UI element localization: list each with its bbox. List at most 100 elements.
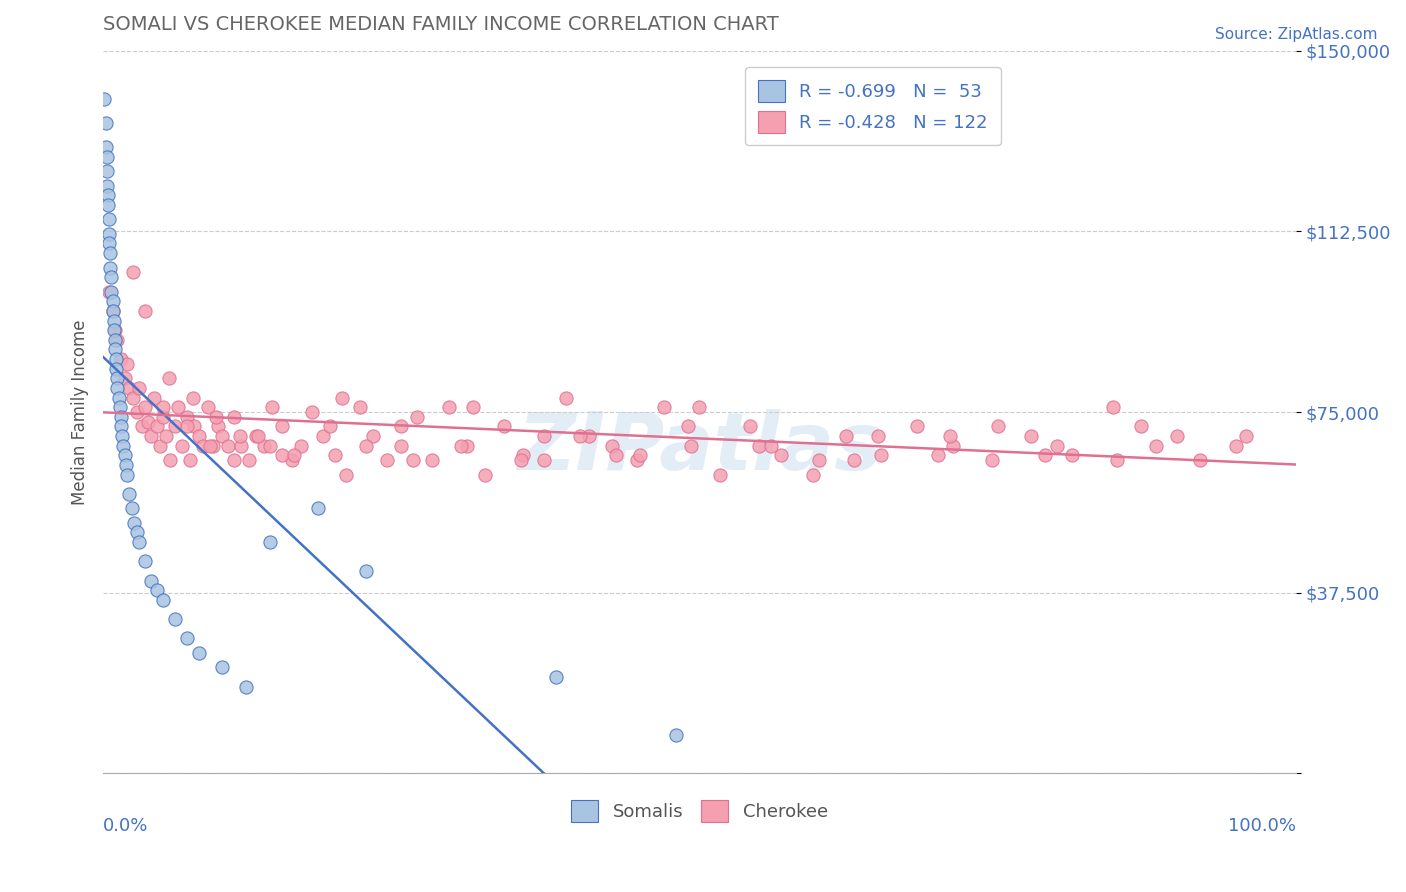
Point xyxy=(200,439,222,453)
Point xyxy=(152,409,174,424)
Point xyxy=(114,448,136,462)
Point xyxy=(103,323,125,337)
Point xyxy=(450,439,472,453)
Point xyxy=(187,429,209,443)
Point xyxy=(193,439,215,453)
Point xyxy=(155,429,177,443)
Point xyxy=(319,419,342,434)
Point xyxy=(122,516,145,530)
Point xyxy=(105,361,128,376)
Point xyxy=(807,453,830,467)
Point xyxy=(247,429,270,443)
Point xyxy=(748,439,770,453)
Point xyxy=(512,448,534,462)
Point xyxy=(93,92,115,106)
Point xyxy=(569,429,592,443)
Point xyxy=(1225,439,1247,453)
Point xyxy=(1129,419,1152,434)
Point xyxy=(110,409,132,424)
Point xyxy=(149,439,172,453)
Point xyxy=(96,150,118,164)
Point xyxy=(211,429,233,443)
Point xyxy=(101,294,124,309)
Point xyxy=(405,409,427,424)
Point xyxy=(183,419,205,434)
Point xyxy=(1144,439,1167,453)
Point xyxy=(361,429,384,443)
Point xyxy=(107,371,129,385)
Point xyxy=(110,352,132,367)
Point xyxy=(349,400,371,414)
Point xyxy=(1033,448,1056,462)
Point xyxy=(474,467,496,482)
Point xyxy=(101,304,124,318)
Point xyxy=(104,323,127,337)
Point xyxy=(245,429,267,443)
Text: SOMALI VS CHEROKEE MEDIAN FAMILY INCOME CORRELATION CHART: SOMALI VS CHEROKEE MEDIAN FAMILY INCOME … xyxy=(103,15,779,34)
Point xyxy=(98,212,121,227)
Point xyxy=(939,429,962,443)
Text: Source: ZipAtlas.com: Source: ZipAtlas.com xyxy=(1215,27,1378,42)
Point xyxy=(769,448,792,462)
Point xyxy=(235,680,257,694)
Point xyxy=(105,352,128,367)
Point xyxy=(146,583,169,598)
Point xyxy=(354,439,377,453)
Point xyxy=(98,260,121,275)
Point xyxy=(681,439,703,453)
Point xyxy=(167,400,190,414)
Point xyxy=(97,198,120,212)
Point xyxy=(738,419,761,434)
Point xyxy=(98,246,121,260)
Point xyxy=(759,439,782,453)
Point xyxy=(224,453,246,467)
Point xyxy=(709,467,731,482)
Point xyxy=(311,429,333,443)
Point xyxy=(121,501,143,516)
Point xyxy=(259,439,281,453)
Point xyxy=(290,439,312,453)
Point xyxy=(98,285,121,299)
Point xyxy=(1102,400,1125,414)
Point xyxy=(170,439,193,453)
Point xyxy=(100,285,122,299)
Point xyxy=(104,343,127,357)
Point xyxy=(307,501,329,516)
Point xyxy=(128,381,150,395)
Point xyxy=(100,270,122,285)
Point xyxy=(157,371,180,385)
Point xyxy=(492,419,515,434)
Point xyxy=(626,453,648,467)
Point xyxy=(1189,453,1212,467)
Point xyxy=(104,333,127,347)
Point xyxy=(97,188,120,202)
Point xyxy=(868,429,890,443)
Point xyxy=(224,409,246,424)
Point xyxy=(96,178,118,193)
Point xyxy=(533,429,555,443)
Point xyxy=(122,265,145,279)
Point xyxy=(509,453,531,467)
Point xyxy=(301,405,323,419)
Point xyxy=(665,728,688,742)
Point xyxy=(103,313,125,327)
Point xyxy=(437,400,460,414)
Point xyxy=(179,453,201,467)
Point xyxy=(207,419,229,434)
Point xyxy=(101,304,124,318)
Point xyxy=(118,381,141,395)
Point xyxy=(176,419,198,434)
Point xyxy=(335,467,357,482)
Point xyxy=(152,400,174,414)
Point xyxy=(1060,448,1083,462)
Text: 100.0%: 100.0% xyxy=(1227,816,1296,835)
Point xyxy=(125,525,148,540)
Point xyxy=(652,400,675,414)
Point xyxy=(114,458,136,472)
Point xyxy=(231,439,253,453)
Point xyxy=(138,415,160,429)
Point xyxy=(143,391,166,405)
Point xyxy=(375,453,398,467)
Point xyxy=(107,391,129,405)
Point xyxy=(461,400,484,414)
